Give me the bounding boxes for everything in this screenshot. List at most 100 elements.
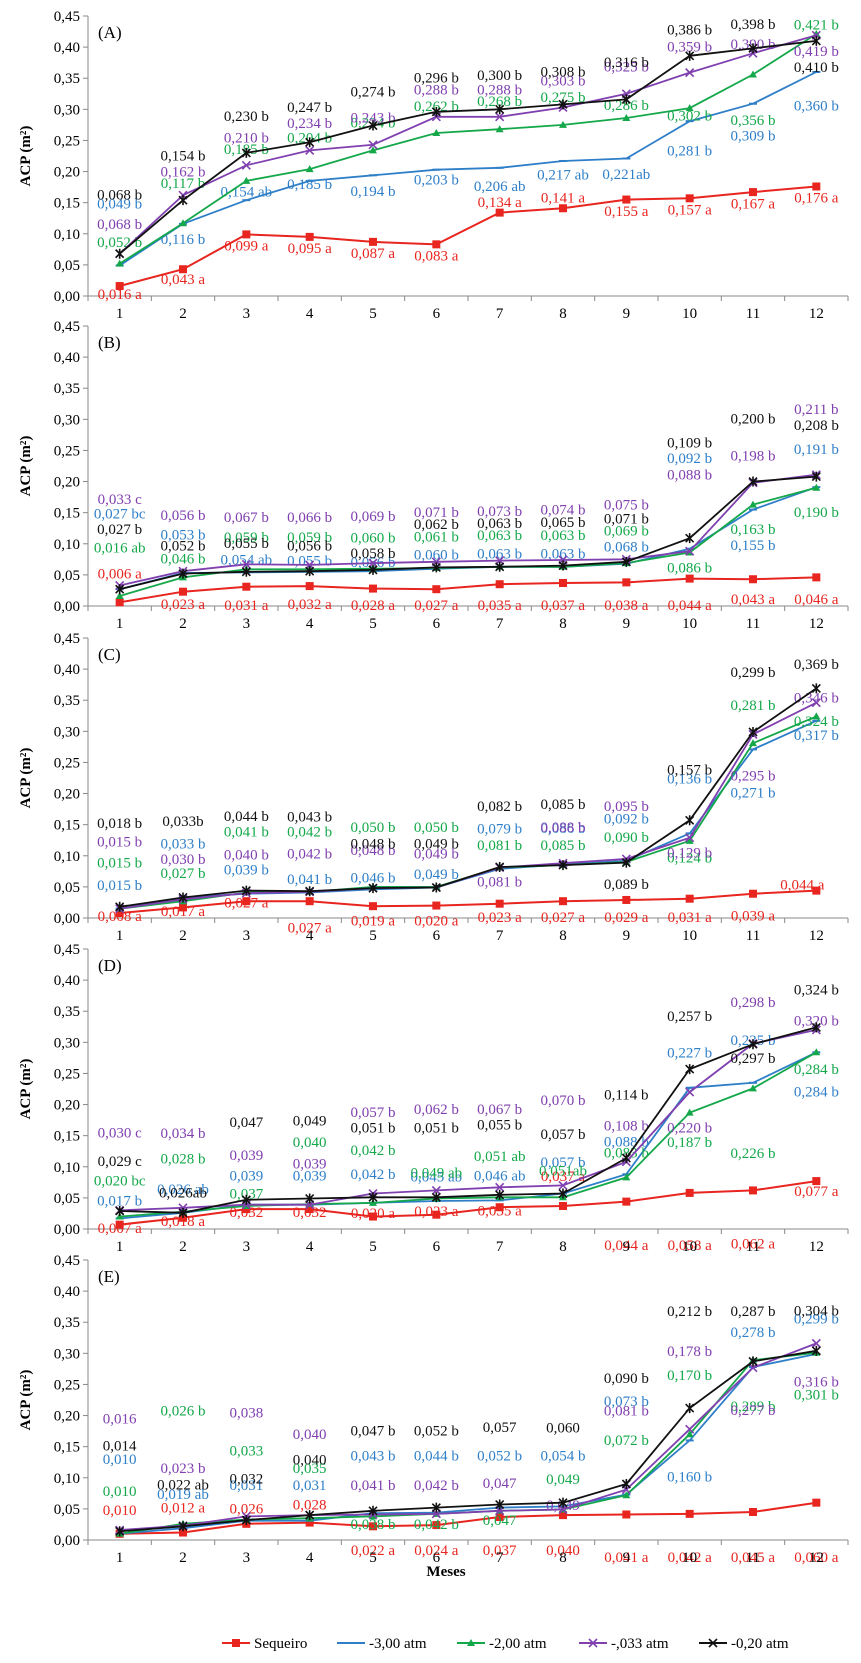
data-label: 0,070 b — [541, 1093, 586, 1109]
data-label: 0,056 b — [161, 508, 206, 524]
y-tick-label: 0,45 — [54, 631, 80, 647]
data-label: 0,007 a — [98, 1221, 143, 1237]
data-label: 0,083 a — [414, 249, 459, 265]
data-label: 0,039 a — [731, 909, 776, 925]
data-point — [495, 1203, 504, 1212]
x-tick-label: 12 — [809, 1550, 824, 1566]
data-point — [558, 1504, 568, 1515]
data-label: 0,220 b — [667, 1121, 712, 1137]
data-label: 0,032 — [229, 1471, 263, 1487]
data-point — [305, 897, 314, 906]
data-point — [495, 561, 505, 572]
data-label: 0,092 b — [667, 451, 712, 467]
data-label: 0,211 b — [794, 402, 838, 418]
data-label: 0,099 a — [224, 239, 269, 255]
series-line — [119, 40, 817, 255]
data-label: 0,062 b — [414, 1102, 459, 1118]
data-point — [369, 1212, 377, 1221]
data-point — [622, 195, 631, 204]
data-label: 0,045 ab — [410, 1170, 462, 1186]
x-tick-label: 4 — [306, 1239, 314, 1255]
legend-label: -3,00 atm — [369, 1636, 427, 1652]
data-point — [558, 560, 568, 571]
x-tick-label: 7 — [496, 1550, 504, 1566]
data-label: 0,028 b — [161, 1152, 206, 1168]
x-tick-label: 2 — [179, 928, 187, 944]
data-label: 0,010 — [103, 1503, 137, 1519]
x-tick-label: 5 — [369, 1239, 377, 1255]
data-label: 0,124 b — [667, 851, 712, 867]
data-label: 0,398 b — [731, 17, 776, 33]
data-point — [559, 1511, 567, 1520]
data-label: 0,095 a — [288, 241, 333, 257]
data-point — [685, 1509, 694, 1518]
y-tick-label: 0,45 — [54, 319, 80, 335]
data-point — [115, 1526, 125, 1537]
data-label: 0,308 b — [541, 64, 586, 80]
data-label: 0,063 b — [541, 547, 586, 563]
data-point — [495, 104, 505, 115]
y-tick-label: 0,30 — [54, 412, 80, 428]
data-label: 0,042 b — [414, 1478, 459, 1494]
data-label: 0,029 c — [98, 1154, 143, 1170]
data-label: 0,063 b — [541, 528, 586, 544]
data-label: 0,157 b — [667, 762, 712, 778]
data-point — [495, 861, 505, 872]
data-label: 0,088 b — [541, 820, 586, 836]
data-point — [305, 582, 314, 591]
x-tick-label: 5 — [369, 1550, 377, 1566]
data-label: 0,058 a — [668, 1238, 713, 1254]
x-tick-label: 6 — [433, 616, 441, 632]
series-line — [119, 687, 817, 908]
data-point — [749, 1508, 757, 1516]
data-point — [685, 104, 694, 112]
data-point — [115, 1212, 124, 1220]
data-point — [495, 1512, 504, 1521]
data-label: 0,052 b — [161, 539, 206, 555]
data-label: 0,068 b — [97, 217, 142, 233]
data-label: 0,033 c — [98, 492, 143, 508]
data-label: 0,028 a — [351, 598, 396, 614]
data-label: 0,039 — [229, 1168, 263, 1184]
data-label: 0,325 b — [604, 59, 649, 75]
data-label: 0,060 a — [794, 1550, 839, 1566]
data-label: 0,042 b — [351, 1143, 396, 1159]
data-point — [495, 208, 504, 217]
data-label: 0,356 b — [731, 113, 776, 129]
y-tick-label: 0,05 — [54, 880, 80, 896]
x-tick-label: 8 — [559, 1550, 567, 1566]
y-tick-label: 0,40 — [54, 662, 80, 678]
data-label: 0,040 — [293, 1135, 327, 1151]
data-label: 0,016 ab — [94, 541, 146, 557]
data-point — [305, 145, 315, 155]
y-tick-label: 0,10 — [54, 227, 80, 243]
data-label: 0,049 — [546, 1472, 580, 1488]
data-point — [622, 114, 631, 122]
data-label: 0,055 b — [224, 536, 269, 552]
data-point — [685, 1424, 695, 1434]
data-label: 0,081 b — [477, 874, 522, 890]
data-label: 0,088 b — [604, 1134, 649, 1150]
data-label: 0,012 a — [161, 1501, 206, 1517]
data-point — [115, 282, 124, 291]
data-label: 0,050 b — [414, 820, 459, 836]
data-label: 0,027 a — [224, 895, 269, 911]
y-tick-label: 0,10 — [54, 849, 80, 865]
data-label: 0,298 b — [731, 995, 776, 1011]
legend-label: -,033 atm — [611, 1636, 669, 1652]
x-tick-label: 8 — [559, 1239, 567, 1255]
series-line — [119, 576, 817, 604]
y-tick-label: 0,15 — [54, 506, 80, 522]
data-point — [241, 559, 251, 569]
data-label: 0,026ab — [159, 1185, 207, 1201]
data-label: 0,029 a — [604, 910, 649, 926]
data-point — [812, 1177, 821, 1186]
data-label: 0,047 — [483, 1513, 517, 1529]
y-tick-label: 0,30 — [54, 1035, 80, 1051]
data-label: 0,049 ab — [410, 1165, 462, 1181]
data-label: 0,044 a — [604, 1238, 649, 1254]
data-point — [431, 882, 441, 893]
y-tick-label: 0,25 — [54, 443, 80, 459]
data-point — [369, 237, 377, 246]
data-point — [305, 886, 315, 897]
